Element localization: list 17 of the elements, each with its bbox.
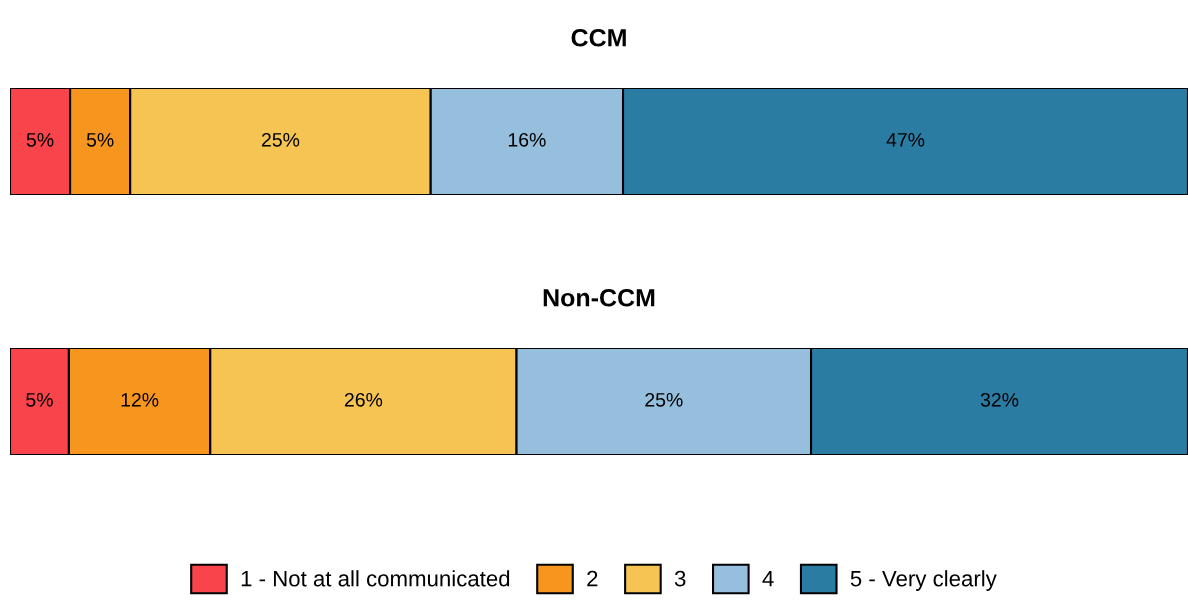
- data-label: 5%: [26, 393, 53, 407]
- legend-label: 1 - Not at all communicated: [241, 570, 510, 587]
- chart-title: CCM: [571, 28, 626, 47]
- data-label: 47%: [886, 133, 925, 147]
- data-label: 12%: [121, 392, 159, 407]
- data-label: 5%: [86, 133, 114, 147]
- legend-label: 3: [674, 570, 686, 587]
- data-label: 32%: [980, 392, 1019, 407]
- data-label: 25%: [645, 392, 683, 407]
- data-label: 5%: [26, 133, 54, 147]
- legend-label: 5 - Very clearly: [850, 570, 997, 591]
- data-label: 16%: [508, 132, 546, 147]
- legend-label: 4: [762, 570, 774, 587]
- data-label: 26%: [344, 392, 383, 407]
- legend-label: 2: [587, 570, 598, 587]
- data-label: 25%: [261, 132, 300, 147]
- chart-title: Non-CCM: [543, 288, 655, 307]
